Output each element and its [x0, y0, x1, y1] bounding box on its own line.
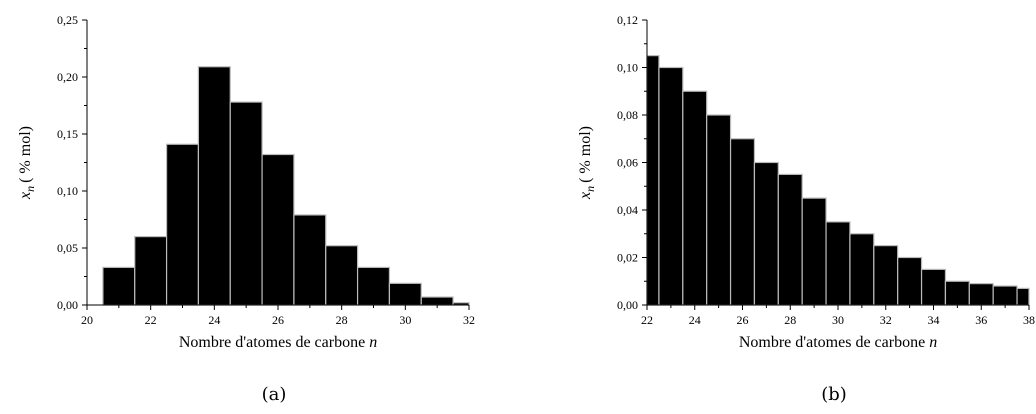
y-tick-label-b: 0,12	[617, 13, 638, 27]
bars-group-a	[102, 66, 470, 306]
y-tick-label-b: 0,04	[617, 203, 638, 217]
bar-a-27	[293, 214, 327, 306]
bar-a-30	[388, 282, 422, 306]
x-tick-label-b: 32	[880, 313, 892, 327]
bar-a-28	[325, 245, 359, 306]
bar-b-31	[849, 233, 875, 306]
y-tick-label-b: 0,00	[617, 298, 638, 312]
x-tick-label-a: 32	[463, 313, 475, 327]
panel-b: 22 24 26 28 30 32 34 36 38 0,00 0,02 0,04 0,06 0,08 0,…	[577, 13, 1035, 405]
bar-b-26	[729, 138, 756, 306]
x-tick-label-a: 28	[336, 313, 348, 327]
bar-b-24	[682, 90, 708, 306]
panel-a: 20 22 24 26 28 30 32 0,00 0,05 0,10 0,15 0,20 0,25 N…	[17, 13, 475, 405]
bar-a-21	[102, 266, 136, 306]
x-tick-label-a: 30	[399, 313, 411, 327]
y-tick-label-b: 0,08	[617, 108, 638, 122]
bar-b-30	[825, 221, 851, 306]
bar-b-23	[658, 66, 684, 306]
bar-a-23	[165, 143, 200, 306]
x-tick-label-b: 36	[975, 313, 987, 327]
bar-b-29	[801, 197, 827, 306]
bar-b-22	[646, 55, 660, 306]
y-axis-title-b: xn( % mol)	[577, 126, 597, 200]
y-tick-label-b: 0,10	[617, 61, 638, 75]
bar-b-27	[753, 161, 779, 306]
bar-a-29	[356, 266, 391, 306]
bar-b-37	[992, 285, 1018, 306]
bar-b-34	[920, 268, 947, 306]
y-tick-label-a: 0,25	[57, 13, 78, 27]
x-tick-label-a: 20	[81, 313, 93, 327]
bar-a-26	[261, 153, 295, 306]
x-tick-label-a: 22	[145, 313, 157, 327]
bar-a-31	[420, 296, 454, 306]
y-tick-label-a: 0,20	[57, 70, 78, 84]
axes-a: 20 22 24 26 28 30 32 0,00 0,05 0,10 0,15 0,20 0,25	[57, 13, 475, 327]
x-tick-label-a: 26	[272, 313, 284, 327]
bars-group-b	[646, 55, 1030, 306]
x-tick-label-b: 22	[641, 313, 653, 327]
axes-b: 22 24 26 28 30 32 34 36 38 0,00 0,02 0,04 0,06 0,08 0,…	[617, 13, 1035, 327]
y-tick-label-a: 0,00	[57, 298, 78, 312]
panel-caption-a: (a)	[262, 384, 287, 405]
x-tick-label-a: 24	[208, 313, 220, 327]
y-tick-label-b: 0,02	[617, 251, 638, 265]
x-tick-label-b: 34	[928, 313, 940, 327]
x-tick-label-b: 24	[689, 313, 701, 327]
bar-b-32	[873, 245, 899, 306]
x-axis-title-b: Nombre d'atomes de carbone n	[739, 334, 937, 351]
bar-b-36	[968, 283, 994, 306]
bar-b-25	[706, 114, 732, 306]
x-axis-title-a: Nombre d'atomes de carbone n	[179, 334, 377, 351]
bar-a-25	[229, 101, 263, 306]
x-tick-label-b: 38	[1023, 313, 1035, 327]
bar-a-24	[197, 66, 231, 306]
x-tick-label-b: 28	[784, 313, 796, 327]
bar-a-22	[134, 236, 168, 306]
panel-caption-b: (b)	[821, 384, 847, 405]
x-tick-label-b: 26	[737, 313, 749, 327]
y-axis-title-a: xn( % mol)	[17, 126, 37, 200]
y-tick-label-a: 0,05	[57, 241, 78, 255]
y-tick-label-a: 0,10	[57, 184, 78, 198]
bar-b-38	[1016, 287, 1030, 306]
bar-b-28	[777, 173, 803, 306]
x-tick-label-b: 30	[832, 313, 844, 327]
y-tick-label-a: 0,15	[57, 127, 78, 141]
bar-b-35	[944, 280, 970, 306]
bar-b-33	[897, 256, 923, 306]
y-tick-label-b: 0,06	[617, 156, 638, 170]
